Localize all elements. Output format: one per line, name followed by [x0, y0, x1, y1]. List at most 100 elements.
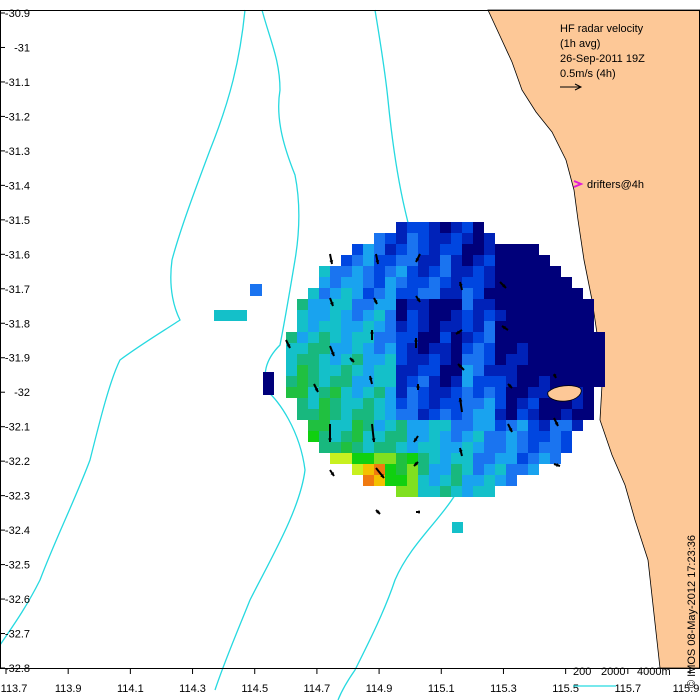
title-line: 0.5m/s (4h) — [560, 68, 616, 80]
velocity-cell — [506, 365, 517, 376]
velocity-cell — [363, 321, 374, 332]
velocity-cell — [374, 431, 385, 442]
velocity-cell — [341, 288, 352, 299]
velocity-cell — [495, 475, 506, 486]
velocity-cell — [352, 376, 363, 387]
velocity-arrow-icon — [368, 375, 373, 385]
velocity-cell — [319, 354, 330, 365]
velocity-cell — [297, 354, 308, 365]
title-line: 26-Sep-2011 19Z — [560, 53, 645, 65]
velocity-cell — [352, 453, 363, 464]
isobath-label-200: 200 — [573, 666, 591, 678]
velocity-cell — [451, 475, 462, 486]
velocity-cell — [352, 365, 363, 376]
velocity-cell — [250, 284, 262, 296]
x-tick-label: 114.3 — [179, 683, 206, 695]
velocity-cell — [319, 277, 330, 288]
velocity-cell — [539, 376, 550, 387]
velocity-cell — [506, 376, 517, 387]
velocity-cell — [396, 486, 407, 497]
velocity-cell — [473, 299, 484, 310]
velocity-cell — [352, 442, 363, 453]
velocity-cell — [308, 387, 319, 398]
velocity-cell — [462, 321, 473, 332]
velocity-cell — [517, 387, 528, 398]
velocity-cell — [528, 288, 539, 299]
velocity-cell — [297, 365, 308, 376]
velocity-cell — [561, 321, 572, 332]
velocity-cell — [330, 277, 341, 288]
velocity-cell — [473, 376, 484, 387]
velocity-cell — [495, 464, 506, 475]
velocity-cell — [429, 387, 440, 398]
velocity-cell — [451, 277, 462, 288]
velocity-cell — [319, 343, 330, 354]
velocity-arrow-icon — [375, 253, 380, 265]
velocity-cell — [396, 277, 407, 288]
velocity-cell — [308, 398, 319, 409]
velocity-cell — [363, 244, 374, 255]
velocity-cell — [440, 398, 451, 409]
velocity-cell — [352, 420, 363, 431]
velocity-cell — [506, 310, 517, 321]
velocity-cell — [462, 277, 473, 288]
velocity-cell — [572, 288, 583, 299]
velocity-cell — [495, 332, 506, 343]
velocity-cell — [506, 299, 517, 310]
velocity-cell — [583, 398, 594, 409]
velocity-cell — [374, 420, 385, 431]
velocity-cell — [506, 343, 517, 354]
velocity-cell — [418, 409, 429, 420]
velocity-cell — [484, 442, 495, 453]
velocity-cell — [385, 343, 396, 354]
velocity-cell — [572, 365, 583, 376]
velocity-cell — [561, 409, 572, 420]
velocity-cell — [561, 354, 572, 365]
velocity-cell — [352, 266, 363, 277]
velocity-cell — [572, 409, 583, 420]
x-tick-label: 115.7 — [614, 683, 641, 695]
velocity-cell — [473, 310, 484, 321]
velocity-cell — [363, 398, 374, 409]
y-tick-label: -31.7 — [5, 284, 30, 296]
velocity-cell — [429, 222, 440, 233]
velocity-cell — [319, 288, 330, 299]
velocity-cell — [286, 387, 297, 398]
isobath-legend: 200 2000 4000m — [573, 666, 671, 687]
velocity-arrow-icon — [375, 509, 381, 515]
velocity-cell — [572, 420, 583, 431]
velocity-cell — [374, 288, 385, 299]
velocity-cell — [308, 409, 319, 420]
velocity-cell — [418, 354, 429, 365]
velocity-cell — [583, 387, 594, 398]
velocity-cell — [363, 387, 374, 398]
velocity-cell — [297, 343, 308, 354]
velocity-cell — [451, 233, 462, 244]
velocity-cell — [385, 332, 396, 343]
velocity-cell — [484, 398, 495, 409]
y-tick-label: -31.6 — [5, 249, 30, 261]
velocity-cell — [418, 475, 429, 486]
velocity-cell — [561, 398, 572, 409]
velocity-cell — [506, 420, 517, 431]
velocity-cell — [396, 310, 407, 321]
velocity-cell — [374, 332, 385, 343]
island — [547, 385, 582, 402]
velocity-cell — [374, 387, 385, 398]
velocity-cell — [473, 420, 484, 431]
velocity-cell — [440, 354, 451, 365]
velocity-cell — [319, 431, 330, 442]
velocity-cell — [308, 332, 319, 343]
velocity-arrow-icon — [375, 467, 385, 479]
velocity-cell — [319, 420, 330, 431]
velocity-cell — [561, 277, 572, 288]
velocity-cell — [407, 354, 418, 365]
velocity-cell — [407, 442, 418, 453]
velocity-cell — [539, 288, 550, 299]
velocity-cell — [429, 365, 440, 376]
velocity-cell — [462, 420, 473, 431]
velocity-cell — [473, 365, 484, 376]
velocity-cell — [418, 343, 429, 354]
velocity-cell — [341, 343, 352, 354]
